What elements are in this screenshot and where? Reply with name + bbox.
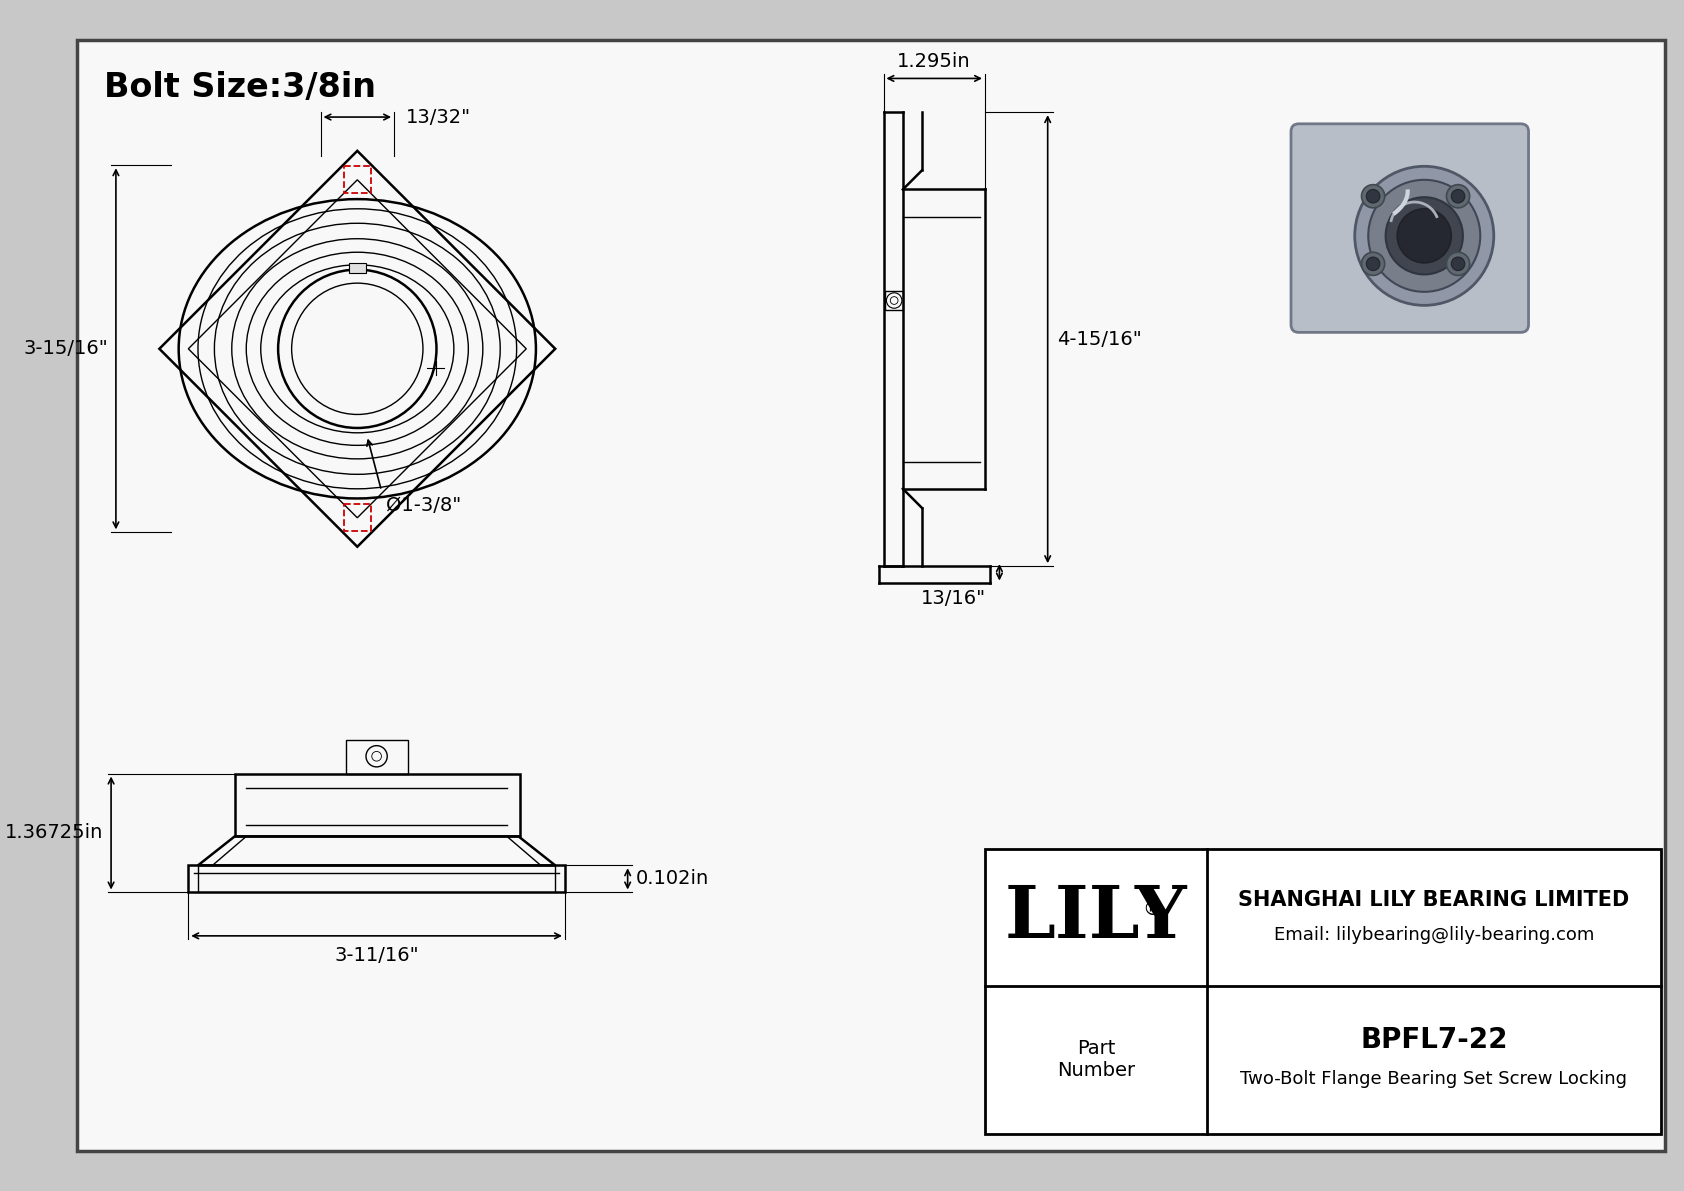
Text: 13/16": 13/16" (921, 590, 985, 609)
Circle shape (1354, 167, 1494, 305)
Text: Two-Bolt Flange Bearing Set Screw Locking: Two-Bolt Flange Bearing Set Screw Lockin… (1241, 1070, 1627, 1087)
Text: 0.102in: 0.102in (635, 869, 709, 888)
Circle shape (1452, 189, 1465, 202)
Text: 1.36725in: 1.36725in (5, 823, 103, 842)
FancyBboxPatch shape (1292, 124, 1529, 332)
Circle shape (1366, 189, 1379, 202)
Bar (345, 740, 409, 774)
Text: SHANGHAI LILY BEARING LIMITED: SHANGHAI LILY BEARING LIMITED (1238, 890, 1630, 910)
Circle shape (1366, 257, 1379, 270)
Text: 13/32": 13/32" (406, 107, 472, 126)
Circle shape (1361, 185, 1384, 207)
Text: BPFL7-22: BPFL7-22 (1361, 1027, 1507, 1054)
Circle shape (1398, 208, 1452, 263)
Circle shape (1447, 185, 1470, 207)
Circle shape (1447, 252, 1470, 275)
Circle shape (1361, 252, 1384, 275)
Text: Part
Number: Part Number (1058, 1039, 1135, 1080)
Bar (189, 866, 564, 892)
Circle shape (1369, 180, 1480, 292)
Text: 3-11/16": 3-11/16" (335, 946, 419, 965)
Circle shape (1386, 198, 1463, 274)
Bar (344, 504, 370, 531)
Text: LILY: LILY (1005, 883, 1187, 953)
Circle shape (1452, 257, 1465, 270)
Text: 3-15/16": 3-15/16" (24, 339, 108, 358)
Bar (344, 167, 370, 193)
Text: 1.295in: 1.295in (898, 51, 970, 70)
Bar (886, 291, 903, 310)
Text: ®: ® (1142, 900, 1162, 919)
Text: Ø1-3/8": Ø1-3/8" (386, 495, 461, 515)
Text: Email: lilybearing@lily-bearing.com: Email: lilybearing@lily-bearing.com (1273, 925, 1595, 944)
Bar (349, 263, 365, 273)
Text: Bolt Size:3/8in: Bolt Size:3/8in (104, 70, 376, 104)
Bar (234, 774, 520, 836)
Text: 4-15/16": 4-15/16" (1058, 330, 1142, 349)
Bar (985, 849, 1660, 1134)
